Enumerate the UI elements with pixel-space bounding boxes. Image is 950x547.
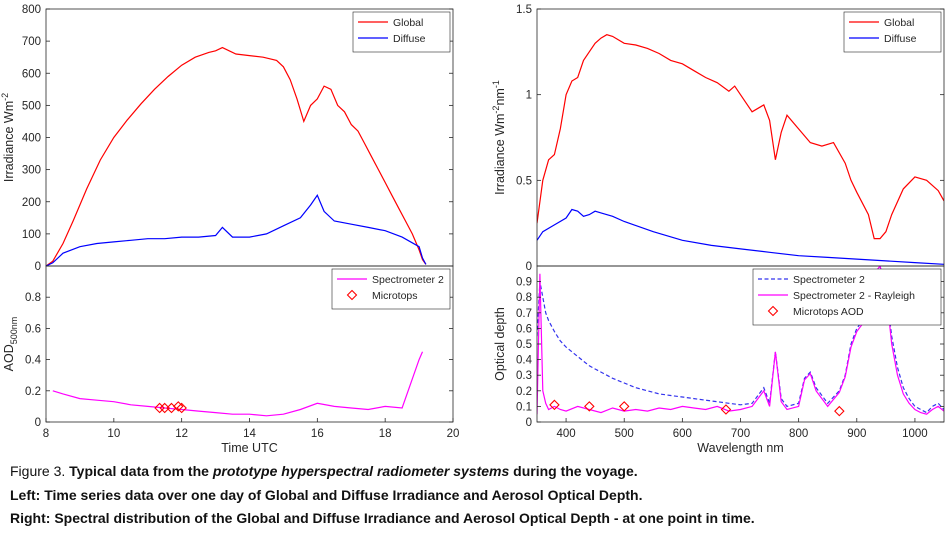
y-tick-label: 0.6: [25, 323, 41, 335]
y-tick-label: 0.6: [516, 323, 532, 335]
x-tick-label: 14: [243, 428, 256, 440]
y-tick-label: 0: [526, 417, 532, 429]
y-tick-label: 0.5: [516, 175, 532, 187]
x-tick-label: 400: [556, 428, 575, 440]
x-tick-label: 10: [107, 428, 120, 440]
series-line-spectrometer-2-rayleigh: [537, 266, 944, 415]
legend-box: [843, 11, 942, 53]
y-tick-label: 0.8: [516, 292, 532, 304]
chart-left-bottom: 0 0.2 0.4 0.6 0.8 8 10 12 14 16 18 20 Time UTC AOD500…: [2, 265, 460, 455]
y-tick-label: 300: [22, 165, 41, 177]
y-tick-label: 0.4: [516, 355, 533, 367]
x-axis-label: Wavelength nm: [697, 441, 783, 455]
data-point-microtops-aod: [584, 401, 595, 412]
y-tick-label: 800: [22, 4, 41, 16]
x-tick-label: 20: [447, 428, 460, 440]
x-tick-label: 800: [789, 428, 808, 440]
x-tick-label: 8: [43, 428, 49, 440]
y-axis-label: Optical depth: [493, 307, 507, 381]
caption-line-1: Figure 3. Typical data from the prototyp…: [10, 463, 638, 479]
chart-right-bottom: 0 0.1 0.2 0.3 0.4 0.5 0.6 0.7 0.8 0.9 400 500 600 700…: [493, 265, 945, 455]
series-line-spectrometer-2: [537, 266, 944, 414]
y-tick-label: 100: [22, 229, 41, 241]
x-tick-label: 700: [731, 428, 750, 440]
legend-label: Spectrometer 2: [372, 274, 444, 286]
legend: Global Diffuse: [352, 11, 451, 53]
data-point-microtops: [172, 401, 184, 412]
legend-label: Spectrometer 2: [793, 274, 865, 286]
y-tick-label: 0.8: [25, 292, 41, 304]
x-tick-label: 600: [673, 428, 692, 440]
legend-box: [352, 11, 451, 53]
series-line-global: [46, 46, 427, 266]
legend: Spectrometer 2 Microtops: [331, 268, 451, 310]
caption-figure-label: Figure 3.: [10, 463, 70, 479]
legend-label: Microtops AOD: [793, 306, 864, 318]
caption-line-3: Right: Spectral distribution of the Glob…: [10, 510, 755, 526]
y-tick-label: 400: [22, 133, 41, 145]
y-tick-label: 700: [22, 36, 41, 48]
y-tick-label: 0.2: [516, 386, 532, 398]
x-tick-label: 1000: [902, 428, 928, 440]
legend-box: [331, 268, 451, 310]
x-tick-label: 900: [847, 428, 866, 440]
data-point-microtops-aod: [720, 404, 732, 415]
legend-label: Spectrometer 2 - Rayleigh: [793, 290, 915, 302]
series-line-global: [537, 34, 944, 240]
data-point-microtops-aod: [618, 401, 630, 412]
legend-marker: [346, 289, 358, 301]
y-tick-label: 0.7: [516, 308, 532, 320]
caption-line-2: Left: Time series data over one day of G…: [10, 487, 643, 503]
y-tick-label: 0.2: [25, 386, 41, 398]
x-tick-label: 16: [311, 428, 324, 440]
legend-marker: [767, 305, 779, 317]
legend-label: Diffuse: [884, 33, 917, 45]
y-tick-label: 0: [35, 417, 41, 429]
legend-label: Microtops: [372, 290, 418, 302]
data-point-microtops: [154, 402, 165, 414]
chart-right-top: 0 0.5 1 1.5 Irradiance Wm-2nm-1 Global Diffuse: [491, 4, 945, 273]
y-axis-label: Irradiance Wm-2nm-1: [491, 80, 507, 195]
y-axis-label: AOD500nm: [2, 317, 19, 372]
legend-box: [752, 268, 942, 326]
legend: Global Diffuse: [843, 11, 942, 53]
y-tick-label: 600: [22, 68, 41, 80]
data-point-microtops: [159, 402, 170, 414]
legend-label: Global: [393, 17, 423, 29]
y-tick-label: 1: [526, 90, 532, 102]
y-tick-label: 500: [22, 100, 41, 112]
series-line-diffuse: [46, 194, 427, 266]
legend-label: Global: [884, 17, 914, 29]
series-line-spectrometer-2: [52, 351, 424, 417]
y-tick-label: 0.9: [516, 277, 532, 289]
data-point-microtops-aod: [834, 405, 845, 417]
y-tick-label: 0.4: [25, 355, 42, 367]
data-point-microtops-aod: [549, 399, 560, 411]
x-tick-label: 500: [615, 428, 634, 440]
y-tick-label: 0.3: [516, 370, 532, 382]
series-line-diffuse: [537, 208, 944, 265]
legend: Spectrometer 2 Spectrometer 2 - Rayleigh M…: [752, 268, 942, 326]
legend-label: Diffuse: [393, 33, 426, 45]
y-axis-label: Irradiance Wm-2: [0, 93, 16, 182]
chart-left-top: 0 100 200 300 400 500 600 700 800 Irradiance Wm-2…: [0, 4, 454, 273]
caption-title: Typical data from the prototype hyperspe…: [69, 463, 638, 479]
y-tick-label: 0: [526, 261, 532, 273]
y-tick-label: 1.5: [516, 4, 532, 16]
data-point-microtops: [176, 402, 187, 414]
y-tick-label: 0: [35, 261, 41, 273]
x-axis-label: Time UTC: [221, 441, 277, 455]
x-tick-label: 18: [379, 428, 392, 440]
y-tick-label: 200: [22, 197, 41, 209]
x-tick-label: 12: [175, 428, 188, 440]
y-tick-label: 0.5: [516, 339, 532, 351]
y-tick-label: 0.1: [516, 401, 532, 413]
